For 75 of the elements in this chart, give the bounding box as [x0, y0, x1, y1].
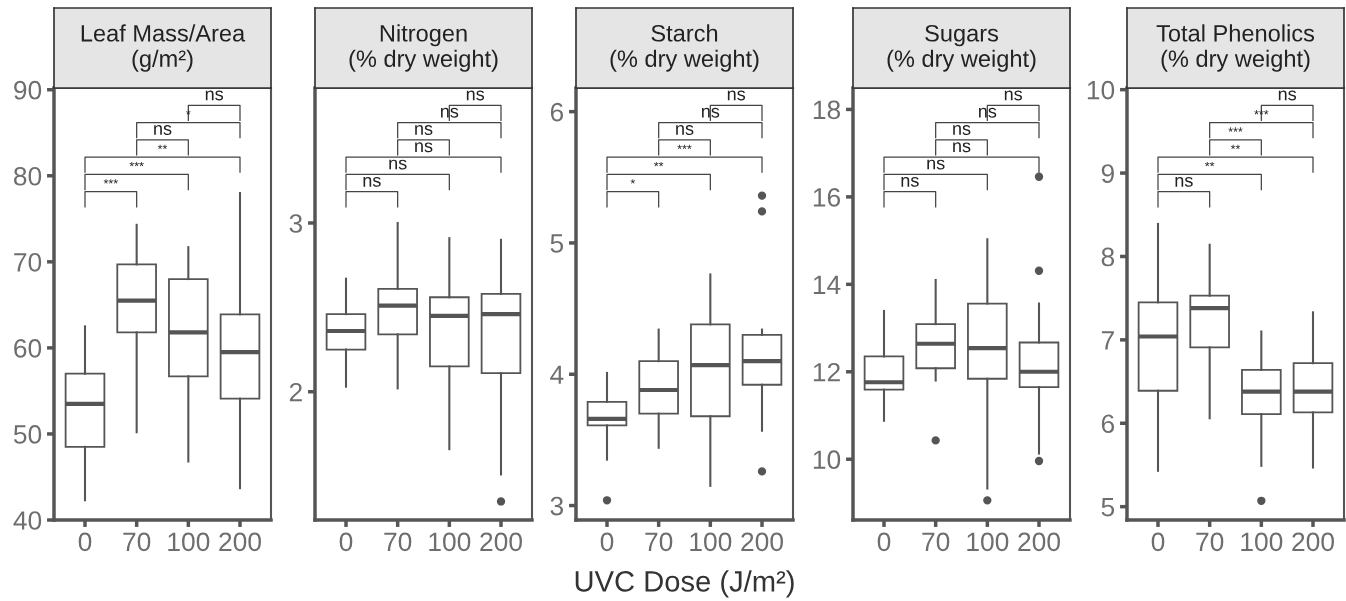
- y-tick-label: 18: [813, 100, 841, 120]
- x-tick-label: 200: [480, 532, 522, 552]
- annotation: ns: [901, 176, 919, 187]
- x-tick-label: 70: [1196, 532, 1224, 552]
- x-tick-label: 70: [922, 532, 950, 552]
- x-tick-label: 200: [741, 532, 783, 552]
- y-tick-label: 10: [1087, 80, 1115, 100]
- annotation: *: [186, 110, 191, 115]
- x-tick-label: 200: [219, 532, 261, 552]
- x-axis-title: UVC Dose (J/m²): [575, 570, 794, 598]
- y-tick-label: 90: [14, 80, 42, 100]
- annotation: **: [654, 161, 664, 167]
- annotation: ns: [953, 125, 971, 135]
- x-tick-label: 70: [123, 532, 151, 552]
- x-tick-label: 0: [339, 532, 353, 552]
- y-tick-label: 60: [14, 339, 42, 358]
- y-tick-label: 40: [13, 511, 42, 530]
- annotation: ns: [1278, 90, 1297, 101]
- chart-title: Total Phenolics (% dry weight): [1156, 24, 1315, 72]
- annotation: **: [157, 144, 168, 150]
- x-tick-label: 0: [877, 532, 891, 552]
- annotation: ns: [389, 159, 407, 170]
- x-tick-label: 100: [429, 532, 471, 552]
- annotation: ns: [415, 142, 433, 153]
- annotation: ns: [953, 142, 971, 153]
- annotation: ns: [676, 125, 694, 135]
- y-tick-label: 14: [813, 275, 841, 294]
- chart-title: Starch (% dry weight): [610, 24, 759, 72]
- annotation: ns: [927, 159, 945, 170]
- x-tick-label: 70: [384, 532, 412, 552]
- annotation: ns: [363, 176, 381, 187]
- y-tick-label: 2: [289, 382, 302, 402]
- annotation: ns: [727, 90, 746, 101]
- annotation: ns: [205, 90, 224, 101]
- y-tick-label: 6: [1101, 414, 1115, 434]
- annotation: ***: [129, 161, 144, 167]
- chart-title: Nitrogen (% dry weight): [349, 24, 498, 72]
- annotation: *: [630, 179, 636, 184]
- y-tick-label: 6: [550, 102, 564, 122]
- annotation: ***: [1228, 127, 1243, 132]
- x-tick-label: 70: [645, 532, 673, 552]
- y-tick-label: 3: [550, 496, 564, 516]
- x-tick-label: 0: [600, 532, 614, 552]
- x-tick-label: 0: [1151, 532, 1165, 552]
- x-tick-label: 200: [1018, 532, 1060, 552]
- y-tick-label: 3: [289, 214, 303, 233]
- x-tick-label: 100: [967, 532, 1009, 552]
- annotation: ns: [415, 125, 433, 135]
- annotation: ns: [1004, 90, 1023, 101]
- y-tick-label: 70: [14, 252, 42, 272]
- y-tick-label: 5: [550, 234, 564, 253]
- y-tick-label: 12: [813, 362, 840, 382]
- y-tick-label: 5: [1101, 498, 1115, 517]
- x-tick-label: 0: [78, 532, 92, 552]
- x-tick-label: 200: [1292, 532, 1334, 552]
- annotation: **: [1230, 144, 1241, 150]
- chart-title: Leaf Mass/Area (g/m²): [81, 24, 246, 72]
- y-tick-label: 10: [813, 450, 841, 470]
- annotation: ***: [103, 179, 118, 184]
- x-tick-label: 100: [168, 532, 210, 552]
- y-tick-label: 4: [550, 365, 564, 384]
- annotation: ns: [1175, 176, 1193, 187]
- annotation: ***: [677, 144, 692, 150]
- y-tick-label: 50: [13, 425, 42, 444]
- y-tick-label: 16: [813, 188, 841, 207]
- y-tick-label: 9: [1101, 164, 1114, 183]
- y-tick-label: 80: [13, 166, 42, 186]
- x-tick-label: 100: [1241, 532, 1283, 552]
- annotation: ns: [466, 90, 485, 101]
- chart-title: Sugars (% dry weight): [887, 24, 1036, 72]
- annotation: ns: [154, 125, 172, 135]
- y-tick-label: 8: [1101, 247, 1115, 267]
- x-tick-label: 100: [690, 532, 732, 552]
- annotation: **: [1205, 161, 1215, 167]
- y-tick-label: 7: [1101, 331, 1114, 350]
